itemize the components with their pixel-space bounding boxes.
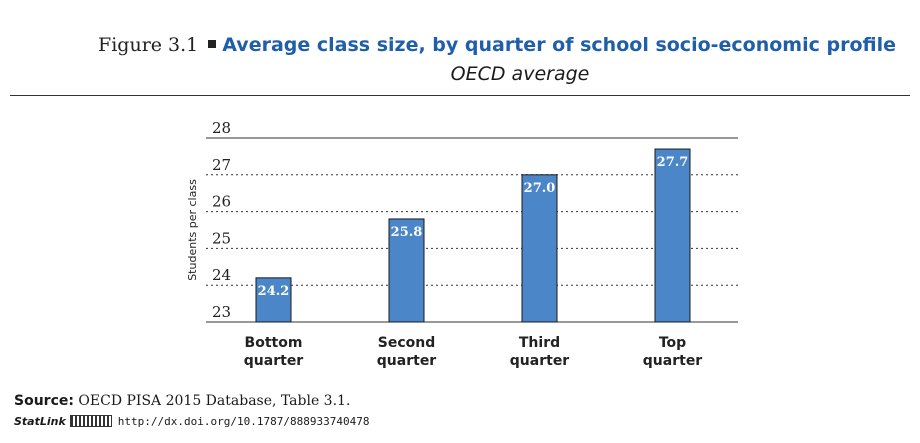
source-label: Source: — [14, 393, 74, 409]
x-tick-label: quarter — [244, 353, 304, 369]
statlink-url[interactable]: http://dx.doi.org/10.1787/888933740478 — [117, 415, 370, 428]
source-text: OECD PISA 2015 Database, Table 3.1. — [78, 393, 351, 409]
x-tick-label: quarter — [510, 353, 570, 369]
x-tick-label: Bottom — [245, 335, 303, 351]
bar — [654, 148, 691, 323]
y-tick-label: 25 — [212, 229, 231, 247]
figure-subtitle: OECD average — [450, 63, 590, 85]
statlink-logo-icon — [69, 415, 112, 427]
y-tick-label: 24 — [212, 266, 231, 284]
bar-data-label: 25.8 — [391, 225, 423, 240]
y-axis-label: Students per class — [186, 179, 199, 281]
x-tick-label: Top — [659, 335, 686, 351]
x-tick-label: Second — [378, 335, 435, 351]
figure-title-line: Figure 3.1 Average class size, by quarter… — [98, 34, 896, 56]
y-tick-label: 26 — [212, 193, 231, 211]
y-tick-label: 28 — [212, 119, 231, 137]
bar-data-label: 27.0 — [524, 181, 556, 196]
bar — [255, 277, 292, 323]
y-tick-label: 27 — [212, 156, 231, 174]
x-tick-label: quarter — [377, 353, 437, 369]
x-tick-label: Third — [519, 335, 560, 351]
y-tick-label: 23 — [212, 303, 231, 321]
bar-chart: 23 24 25 26 27 28 Students per class 24.2 Bottom… — [186, 119, 738, 369]
x-tick-label: quarter — [643, 353, 703, 369]
bar — [521, 174, 558, 323]
figure-title: Average class size, by quarter of school… — [222, 34, 896, 56]
statlink-label: StatLink — [14, 415, 66, 428]
figure-label: Figure 3.1 — [98, 34, 199, 56]
title-divider — [10, 95, 910, 96]
bar — [388, 218, 425, 323]
bar-data-label: 24.2 — [258, 284, 290, 299]
source-note: Source: OECD PISA 2015 Database, Table 3… — [14, 393, 350, 409]
bar-data-label: 27.7 — [657, 155, 689, 170]
statlink: StatLink http://dx.doi.org/10.1787/888933… — [14, 415, 369, 429]
square-bullet-icon — [208, 40, 217, 48]
